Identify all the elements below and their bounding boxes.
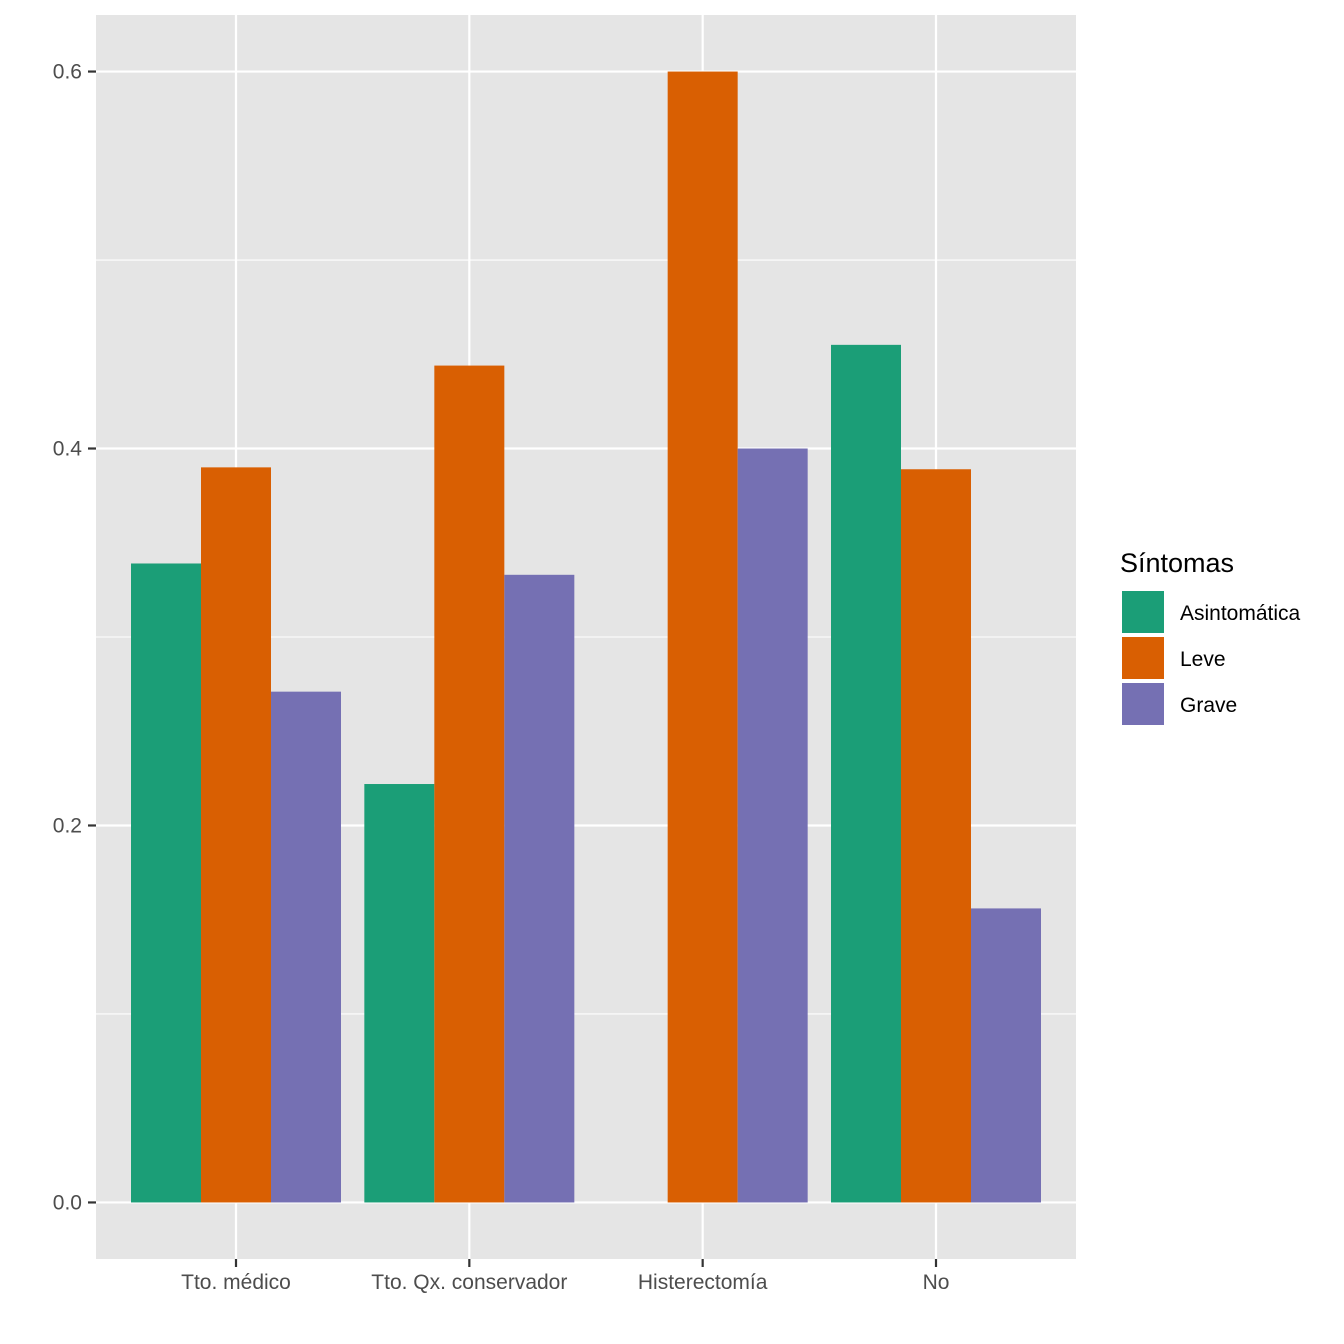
y-axis: 0.0 0.2 0.4 0.6 <box>53 61 96 1214</box>
legend-items: Asintomática Leve Grave <box>1120 589 1301 727</box>
bars <box>131 71 1041 1203</box>
bar-grave-4 <box>971 908 1041 1203</box>
legend-key-leve <box>1120 635 1166 681</box>
bar-grave-2 <box>504 574 575 1203</box>
bar-grave-3 <box>737 448 808 1203</box>
bar-leve-3 <box>667 71 738 1203</box>
x-tick-label: Tto. Qx. conservador <box>371 1271 567 1294</box>
legend-label-asintomática: Asintomática <box>1180 602 1301 625</box>
bar-asintomática-4 <box>831 344 901 1203</box>
bar-asintomática-1 <box>131 563 201 1203</box>
y-tick-label: 0.4 <box>53 438 83 461</box>
legend-key-grave <box>1120 681 1166 727</box>
bar-leve-4 <box>901 469 971 1203</box>
bar-leve-1 <box>201 467 271 1203</box>
legend: Síntomas Asintomática Leve Grave <box>1120 548 1301 727</box>
x-tick-label: Tto. médico <box>181 1271 291 1294</box>
y-tick-label: 0.6 <box>53 61 82 84</box>
legend-key-asintomática <box>1120 589 1166 635</box>
legend-label-grave: Grave <box>1180 694 1237 717</box>
x-tick-label: Histerectomía <box>638 1271 768 1294</box>
legend-title: Síntomas <box>1120 548 1234 578</box>
legend-label-leve: Leve <box>1180 648 1226 671</box>
y-tick-label: 0.0 <box>53 1191 82 1214</box>
bar-asintomática-2 <box>364 784 435 1203</box>
y-tick-label: 0.2 <box>53 814 82 837</box>
bar-leve-2 <box>434 365 505 1203</box>
x-tick-label: No <box>923 1271 950 1294</box>
bar-grave-1 <box>271 691 341 1203</box>
x-axis: Tto. médico Tto. Qx. conservador Histerect… <box>181 1259 949 1294</box>
